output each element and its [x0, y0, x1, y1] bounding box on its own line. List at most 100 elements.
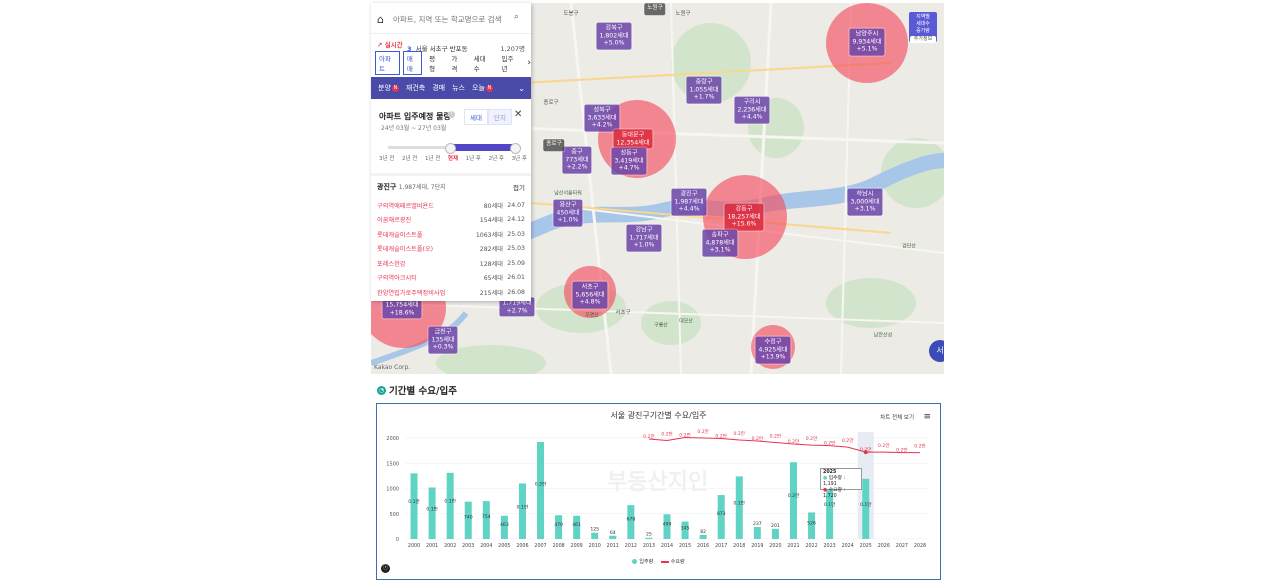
x-tick-label: 2009: [571, 543, 583, 549]
x-tick-label: 2007: [534, 543, 546, 549]
nav-item-presale[interactable]: 분양 N: [378, 84, 399, 92]
map-marker-jongno[interactable]: 종로구: [543, 139, 565, 151]
complex-row[interactable]: 포레스한강 128세대 25.09: [377, 256, 525, 271]
complex-name[interactable]: 구의역아크시티: [377, 275, 417, 283]
filter-tab-trade[interactable]: 매매: [402, 51, 423, 75]
complex-name[interactable]: 포레스한강: [377, 260, 406, 268]
bar: [735, 476, 743, 539]
map-marker-gangbuk[interactable]: 강북구 1,802세대 +5.0%: [596, 22, 632, 50]
complex-name[interactable]: 롯데캐슬이스트폴: [377, 231, 423, 239]
chevron-right-icon[interactable]: ›: [527, 58, 531, 68]
map-fab-button[interactable]: 서: [929, 340, 944, 362]
x-tick-label: 2000: [408, 543, 420, 549]
toggle-households[interactable]: 세대: [464, 109, 488, 125]
search-bar: ⌂ ⌕: [371, 3, 531, 34]
map-marker-namyangju[interactable]: 남양주시 9,934세대 +5.1%: [849, 28, 885, 56]
legend-item[interactable]: 입주량: [639, 559, 654, 565]
x-tick-label: 2028: [914, 543, 926, 549]
bar-value-label: 64: [610, 530, 616, 536]
filter-tab-year[interactable]: 입주년: [501, 55, 514, 73]
toggle-complexes[interactable]: 단지: [487, 109, 512, 125]
map-marker-nowon[interactable]: 노원구: [644, 3, 666, 15]
map-marker-gangnam[interactable]: 강남구 1,717세대 +1.0%: [626, 224, 662, 252]
complex-row[interactable]: 롯데캐슬이스트폴 1063세대 25.03: [377, 227, 525, 242]
filter-tab-size[interactable]: 평형: [429, 55, 436, 73]
demand-label: 0.2만: [661, 431, 673, 438]
chevron-down-icon[interactable]: ⌄: [518, 83, 525, 93]
demand-label: 0.2만: [715, 433, 727, 440]
home-logo-icon[interactable]: ⌂: [377, 13, 384, 26]
nav-item-news[interactable]: 뉴스: [452, 84, 465, 92]
nav-item-auction[interactable]: 경매: [432, 84, 446, 92]
complex-name[interactable]: 이꿈채르광진: [377, 217, 412, 225]
complex-row[interactable]: 구의역아크시티 65세대 26.01: [377, 271, 525, 286]
complex-row[interactable]: 이꿈채르광진 154세대 24.12: [377, 213, 525, 228]
tick-label-now: 현재: [447, 156, 459, 162]
place-label: 서초구: [615, 310, 631, 316]
bar: [591, 532, 599, 539]
bar-value-label: 0.1만: [734, 500, 746, 507]
map-marker-seongbuk[interactable]: 성북구 3,633세대 +4.2%: [584, 104, 620, 132]
map-marker-geumcheon[interactable]: 금천구 135세대 +0.3%: [428, 326, 458, 354]
y-tick-label: 2000: [386, 436, 399, 442]
period-slider-end-handle[interactable]: [510, 143, 521, 154]
region-filter-chip[interactable]: 지역별 세대수 증가량 추가정보: [909, 12, 937, 43]
map-marker-songpa[interactable]: 송파구 4,878세대 +3.1%: [702, 229, 738, 257]
complex-name[interactable]: 롯데캐슬이스트폴(오): [377, 246, 434, 254]
nav-item-today[interactable]: 오늘 N: [472, 84, 493, 92]
x-tick-label: 2008: [552, 543, 564, 549]
complex-name[interactable]: 구의역에떼르엘비욘드: [377, 202, 434, 210]
complex-date: 24.07: [507, 201, 525, 209]
period-slider-start-handle[interactable]: [445, 143, 456, 154]
menu-icon[interactable]: ≡: [923, 412, 931, 422]
map-marker-jungnang[interactable]: 중랑구 1,055세대 +1.7%: [686, 76, 722, 104]
x-tick-label: 2012: [625, 543, 637, 549]
x-tick-label: 2015: [679, 543, 691, 549]
complex-row[interactable]: 한양연립가로주택정비사업 215세대 26.08: [377, 285, 525, 300]
bar-value-label: 678: [626, 516, 635, 522]
fold-button[interactable]: 접기: [513, 184, 525, 192]
map-marker-sujeong[interactable]: 수정구 4,925세대 +13.9%: [755, 336, 791, 364]
side-panel: ⌂ ⌕ ↗ 실시간 3 서울 서초구 반포동 1,207명 아파트 매매 평형 …: [371, 3, 531, 301]
x-tick-label: 2001: [426, 543, 438, 549]
map-marker-guri[interactable]: 구리시 2,236세대 +4.4%: [734, 96, 770, 124]
realtime-item[interactable]: 3 서울 서초구 반포동: [407, 45, 468, 53]
map-marker-seocho[interactable]: 서초구 5,656세대 +4.8%: [572, 281, 608, 309]
map-marker-dongjak[interactable]: 1,719세대 +2.7%: [499, 297, 535, 317]
nav-item-reconstruction[interactable]: 재건축: [405, 84, 426, 92]
map-marker-junggu[interactable]: 중구 773세대 +2.2%: [562, 146, 592, 174]
complex-date: 25.03: [507, 230, 525, 238]
map-marker-yongsan[interactable]: 용산구 450세대 +1.0%: [553, 199, 583, 227]
complex-row[interactable]: 롯데캐슬이스트폴(오) 282세대 25.03: [377, 242, 525, 257]
map-marker-hanam[interactable]: 하남시 3,000세대 +3.1%: [847, 188, 883, 216]
legend-item[interactable]: 수요량: [670, 559, 685, 565]
x-tick-label: 2019: [751, 543, 763, 549]
info-icon[interactable]: ?: [448, 111, 455, 118]
chart-fullview-button[interactable]: 차트 전체 보기: [880, 415, 914, 421]
map-marker-gangdong[interactable]: 강동구 18,257세대 +15.6%: [724, 203, 764, 231]
map-marker-gangseo[interactable]: 15,754세대 +18.6%: [382, 299, 422, 319]
complex-units: 154세대: [479, 217, 503, 225]
bar: [555, 515, 563, 539]
complex-row[interactable]: 구의역에떼르엘비욘드 80세대 24.07: [377, 198, 525, 213]
x-tick-label: 2027: [896, 543, 908, 549]
search-icon[interactable]: ⌕: [514, 12, 520, 22]
demand-label: 0.2만: [914, 443, 926, 450]
bar-value-label: 740: [464, 514, 473, 520]
map-marker-gwangjin[interactable]: 광진구 1,987세대 +4.4%: [671, 188, 707, 216]
filter-tab-apartment[interactable]: 아파트: [375, 51, 400, 75]
bar-value-label: 470: [554, 522, 563, 528]
close-icon[interactable]: ✕: [514, 109, 523, 120]
search-input[interactable]: [391, 12, 513, 26]
filter-tab-households[interactable]: 세대수: [473, 55, 486, 73]
filter-tab-price[interactable]: 가격: [451, 55, 458, 73]
map-marker-seongdong[interactable]: 성동구 3,419세대 +4.7%: [611, 147, 647, 175]
complex-name[interactable]: 한양연립가로주택정비사업: [377, 289, 446, 297]
bar: [518, 483, 526, 539]
x-tick-label: 2010: [589, 543, 601, 549]
bar-value-label: 499: [663, 521, 672, 527]
map-marker-dongdaemun[interactable]: 동대문구 12,354세대: [613, 129, 653, 149]
complex-units: 128세대: [479, 260, 503, 268]
bar: [717, 495, 725, 539]
chip-extra-info[interactable]: 추가정보: [910, 36, 936, 43]
